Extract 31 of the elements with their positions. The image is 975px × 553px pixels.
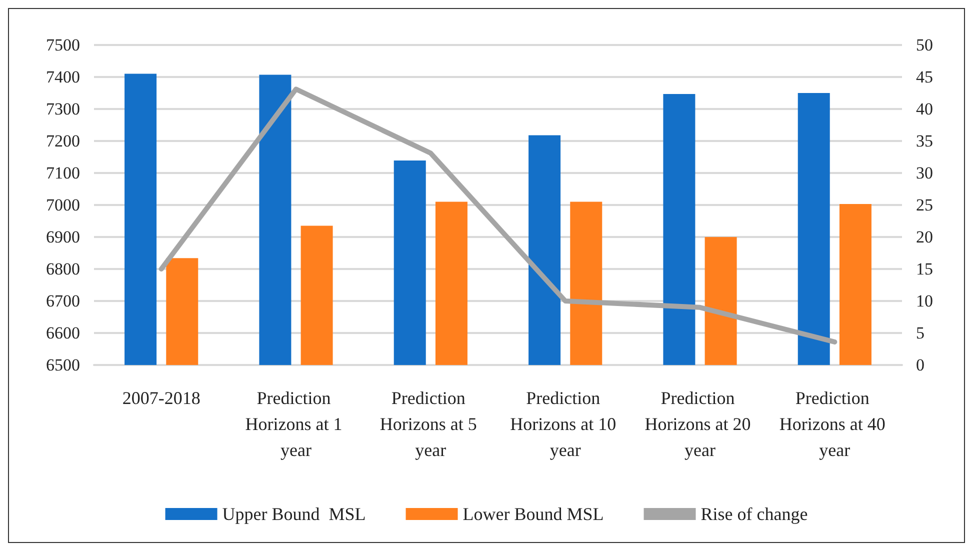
y2-tick-label: 25 (916, 196, 933, 214)
y2-tick-label: 15 (916, 260, 933, 278)
y-tick-label: 6500 (46, 356, 80, 374)
y2-tick-label: 45 (916, 68, 933, 86)
x-tick-label: Prediction Horizons at 5 year (380, 388, 482, 460)
x-tick-label: 2007-2018 (122, 388, 200, 408)
x-tick-label: Prediction Horizons at 40 year (779, 388, 890, 460)
x-tick-label: Prediction Horizons at 1 year (245, 388, 347, 460)
y2-tick-label: 10 (916, 292, 933, 310)
x-tick-label: Prediction Horizons at 20 year (644, 388, 756, 460)
y2-tick-label: 5 (916, 324, 924, 342)
y-tick-label: 7500 (46, 36, 80, 54)
y-tick-label: 6700 (46, 292, 80, 310)
y-tick-label: 6900 (46, 228, 80, 246)
y-tick-label: 7400 (46, 68, 80, 86)
y-tick-label: 7200 (46, 132, 80, 150)
y2-tick-label: 20 (916, 228, 933, 246)
x-tick-label: Prediction Horizons at 10 year (510, 388, 621, 460)
y2-tick-label: 40 (916, 100, 933, 118)
legend-label: Rise of change (700, 504, 808, 524)
legend-label: Lower Bound MSL (462, 504, 604, 524)
y2-tick-label: 30 (916, 164, 933, 182)
y-tick-label: 7100 (46, 164, 80, 182)
y2-tick-label: 35 (916, 132, 933, 150)
y-tick-label: 6800 (46, 260, 80, 278)
y-tick-label: 6600 (46, 324, 80, 342)
y2-tick-label: 0 (916, 356, 924, 374)
y-tick-label: 7300 (46, 100, 80, 118)
legend-label: Upper Bound MSL (222, 504, 366, 524)
y2-tick-label: 50 (916, 36, 933, 54)
y-tick-label: 7000 (46, 196, 80, 214)
